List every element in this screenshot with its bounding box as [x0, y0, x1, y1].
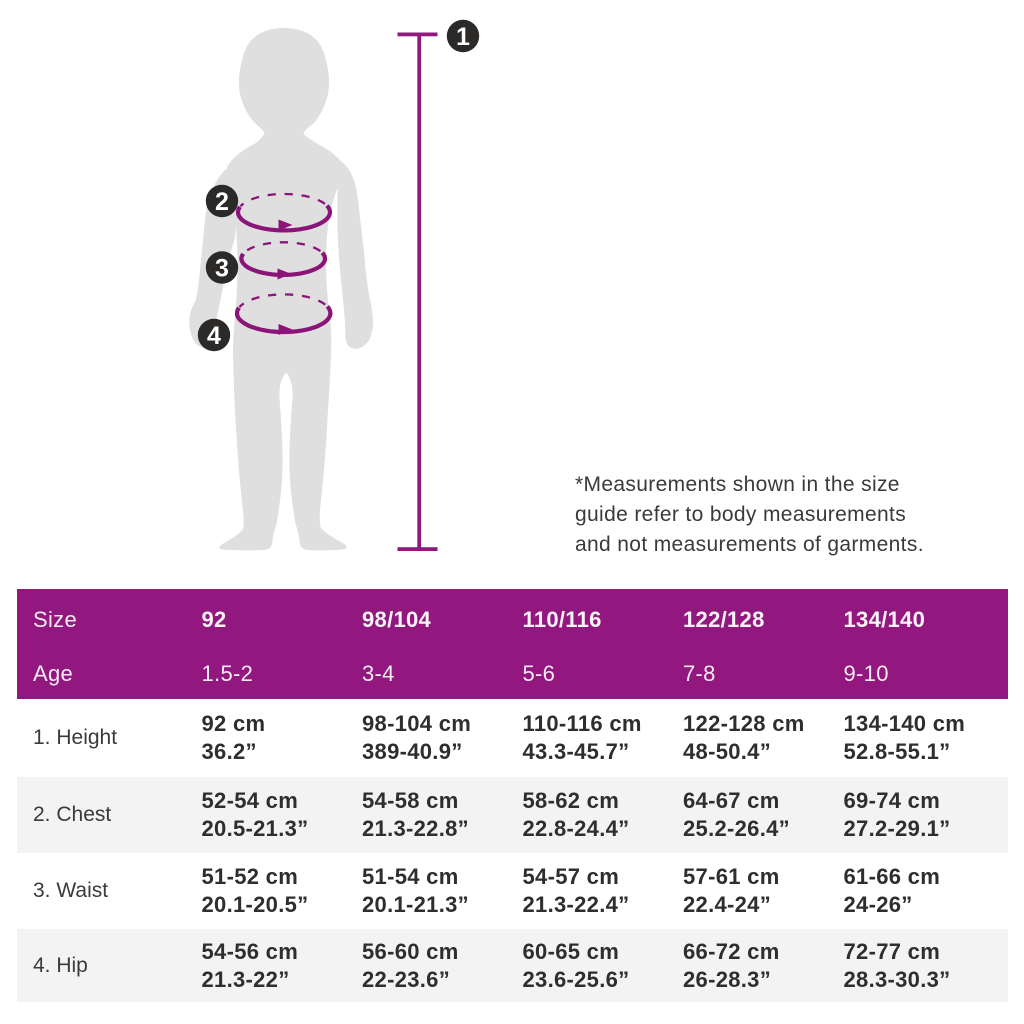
svg-text:3: 3: [215, 255, 229, 283]
svg-text:1: 1: [456, 23, 470, 51]
svg-text:2: 2: [215, 188, 229, 216]
svg-text:4: 4: [207, 322, 221, 350]
